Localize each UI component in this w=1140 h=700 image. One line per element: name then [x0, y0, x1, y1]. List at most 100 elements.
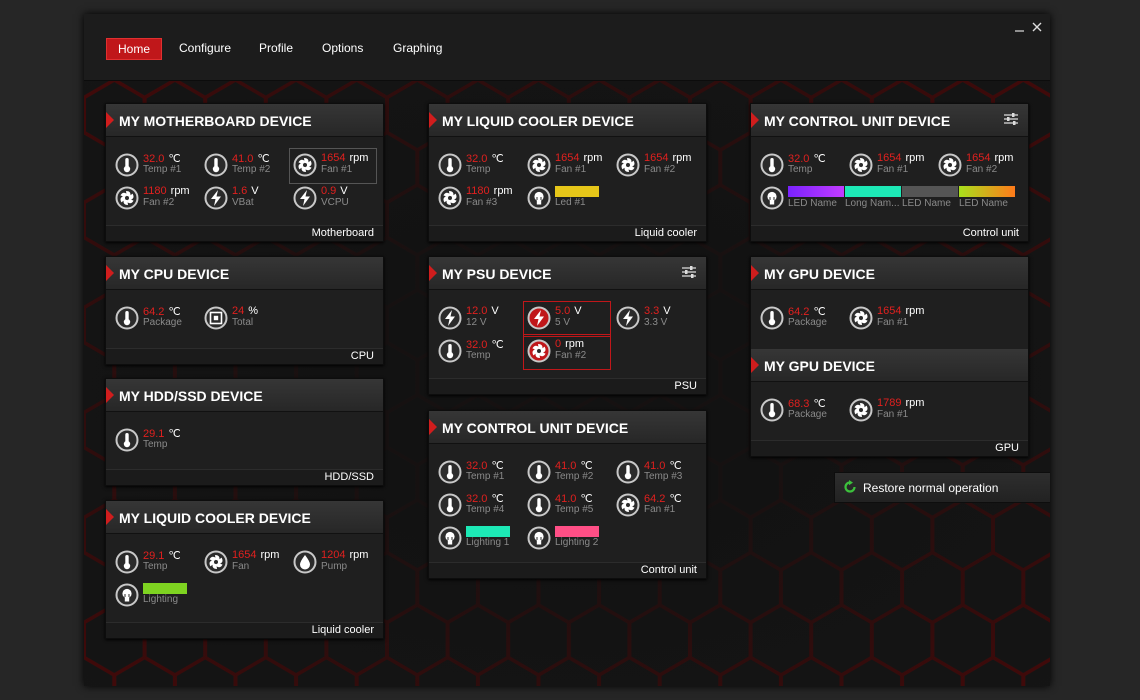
panel-footer-label: HDD/SSD [324, 471, 374, 483]
icon-part [537, 163, 541, 167]
icon-part [537, 465, 541, 475]
nav-tab[interactable]: Configure [179, 41, 232, 55]
header-marker [429, 265, 437, 281]
sensor: 64.2 ℃ Package [115, 304, 195, 334]
icon-part [214, 158, 218, 168]
sensor-unit: rpm [493, 185, 513, 197]
sensor-label: VCPU [321, 197, 349, 208]
close-button[interactable] [1031, 21, 1043, 33]
settings-button[interactable] [1004, 113, 1018, 125]
icon-part [446, 505, 454, 513]
sensor-value: 41.0 [232, 153, 254, 165]
sensor: 1180 rpm Fan #3 [438, 184, 518, 214]
icon-part [854, 312, 861, 318]
icon-part [535, 472, 543, 480]
icon-part [123, 440, 131, 448]
sensor-value: 0.9 [321, 185, 337, 197]
icon-part [448, 465, 452, 475]
top-bar: Home Configure Profile Options Graphing [84, 14, 1050, 81]
icon-part [539, 165, 546, 171]
icon-part [624, 472, 632, 480]
led-swatch [788, 186, 844, 197]
icon-part [448, 158, 452, 168]
icon-part [448, 498, 452, 508]
sensor-value: 32.0 [466, 339, 488, 351]
sensor-unit: ℃ [669, 493, 682, 505]
sensor-icon [527, 460, 551, 484]
icon-part [209, 311, 223, 325]
sensor: 32.0 ℃ Temp [438, 337, 518, 367]
sensor-unit: ℃ [257, 153, 270, 165]
device-panel: MY LIQUID COOLER DEVICE 32.0 ℃ Temp 1654 rpm F… [428, 103, 707, 242]
icon-part [1007, 117, 1010, 121]
panel-header: MY CPU DEVICE [106, 257, 383, 290]
nav-tab[interactable]: Home [106, 38, 163, 60]
sensor-icon [293, 186, 317, 210]
sensor-label: VBat [232, 197, 254, 208]
led-name: LED Name [788, 198, 837, 209]
panel-title: MY CONTROL UNIT DEVICE [764, 113, 951, 129]
icon-part [534, 531, 544, 542]
sensor-label: Package [788, 409, 827, 420]
sensor: 1204 rpm Pump [293, 548, 373, 578]
panel-header: MY MOTHERBOARD DEVICE [106, 104, 383, 137]
sensor: 29.1 ℃ Temp [115, 426, 195, 456]
icon-part [948, 163, 952, 167]
settings-button[interactable] [682, 266, 696, 278]
sensor-label: 3.3 V [644, 317, 668, 328]
panel-title: MY MOTHERBOARD DEVICE [119, 113, 312, 129]
sensor-value: 32.0 [466, 153, 488, 165]
icon-part [445, 531, 455, 542]
sensor-label: Fan #2 [143, 197, 175, 208]
panel-title: MY PSU DEVICE [442, 266, 552, 282]
minimize-button[interactable] [1014, 23, 1026, 35]
sensor-value: 12.0 [466, 305, 488, 317]
panel-footer: Motherboard [106, 225, 383, 241]
panel-header: MY LIQUID COOLER DEVICE [429, 104, 706, 137]
panel-footer: Control unit [429, 562, 706, 578]
sensor: 41.0 ℃ Temp #2 [527, 458, 607, 488]
sensor-label: Temp #2 [232, 164, 271, 175]
nav-tab[interactable]: Options [322, 41, 364, 55]
led-name: LED Name [959, 198, 1008, 209]
sensor-value: 0 [555, 338, 562, 350]
nav-tab[interactable]: Profile [259, 41, 294, 55]
sensor-icon [293, 550, 317, 574]
icon-part [621, 499, 628, 505]
icon-part [626, 465, 630, 475]
sensor-unit: ℃ [669, 460, 682, 472]
sensor-reading: 1.6 V [232, 185, 259, 197]
sensor-icon [438, 460, 462, 484]
sensor-icon [438, 493, 462, 517]
icon-part [213, 315, 219, 321]
panel-header: MY GPU DEVICE [751, 349, 1028, 382]
icon-part [536, 200, 542, 205]
icon-part [854, 159, 861, 165]
sensor-reading: 1654 rpm [877, 305, 924, 317]
icon-part [685, 270, 688, 274]
color-swatch [555, 186, 599, 197]
sensor-reading: 64.2 ℃ [788, 305, 826, 318]
icon-part [691, 274, 694, 278]
sensor-icon [438, 306, 462, 330]
sensor-icon [849, 306, 873, 330]
color-swatch [466, 526, 510, 537]
sensor-unit: ℃ [813, 306, 826, 318]
panel-title: MY CONTROL UNIT DEVICE [442, 420, 629, 436]
icon-part [120, 192, 127, 198]
sensor-reading: 32.0 ℃ [466, 492, 504, 505]
sensor-value: 1654 [966, 152, 991, 164]
panel-footer: Control unit [751, 225, 1028, 241]
sensor-reading: 1654 rpm [644, 152, 691, 164]
nav-tab[interactable]: Graphing [393, 41, 443, 55]
panel-title: MY LIQUID COOLER DEVICE [119, 510, 311, 526]
sensor: 64.2 ℃ Package [760, 304, 840, 334]
icon-part [445, 310, 455, 326]
color-swatch [555, 526, 599, 537]
restore-button[interactable]: Restore normal operation [834, 472, 1050, 503]
sensor-label: Package [143, 317, 182, 328]
sensor-unit: % [248, 305, 259, 317]
icon-part [536, 197, 542, 200]
header-marker [106, 387, 114, 403]
sensor-reading: 1654 rpm [877, 152, 924, 164]
